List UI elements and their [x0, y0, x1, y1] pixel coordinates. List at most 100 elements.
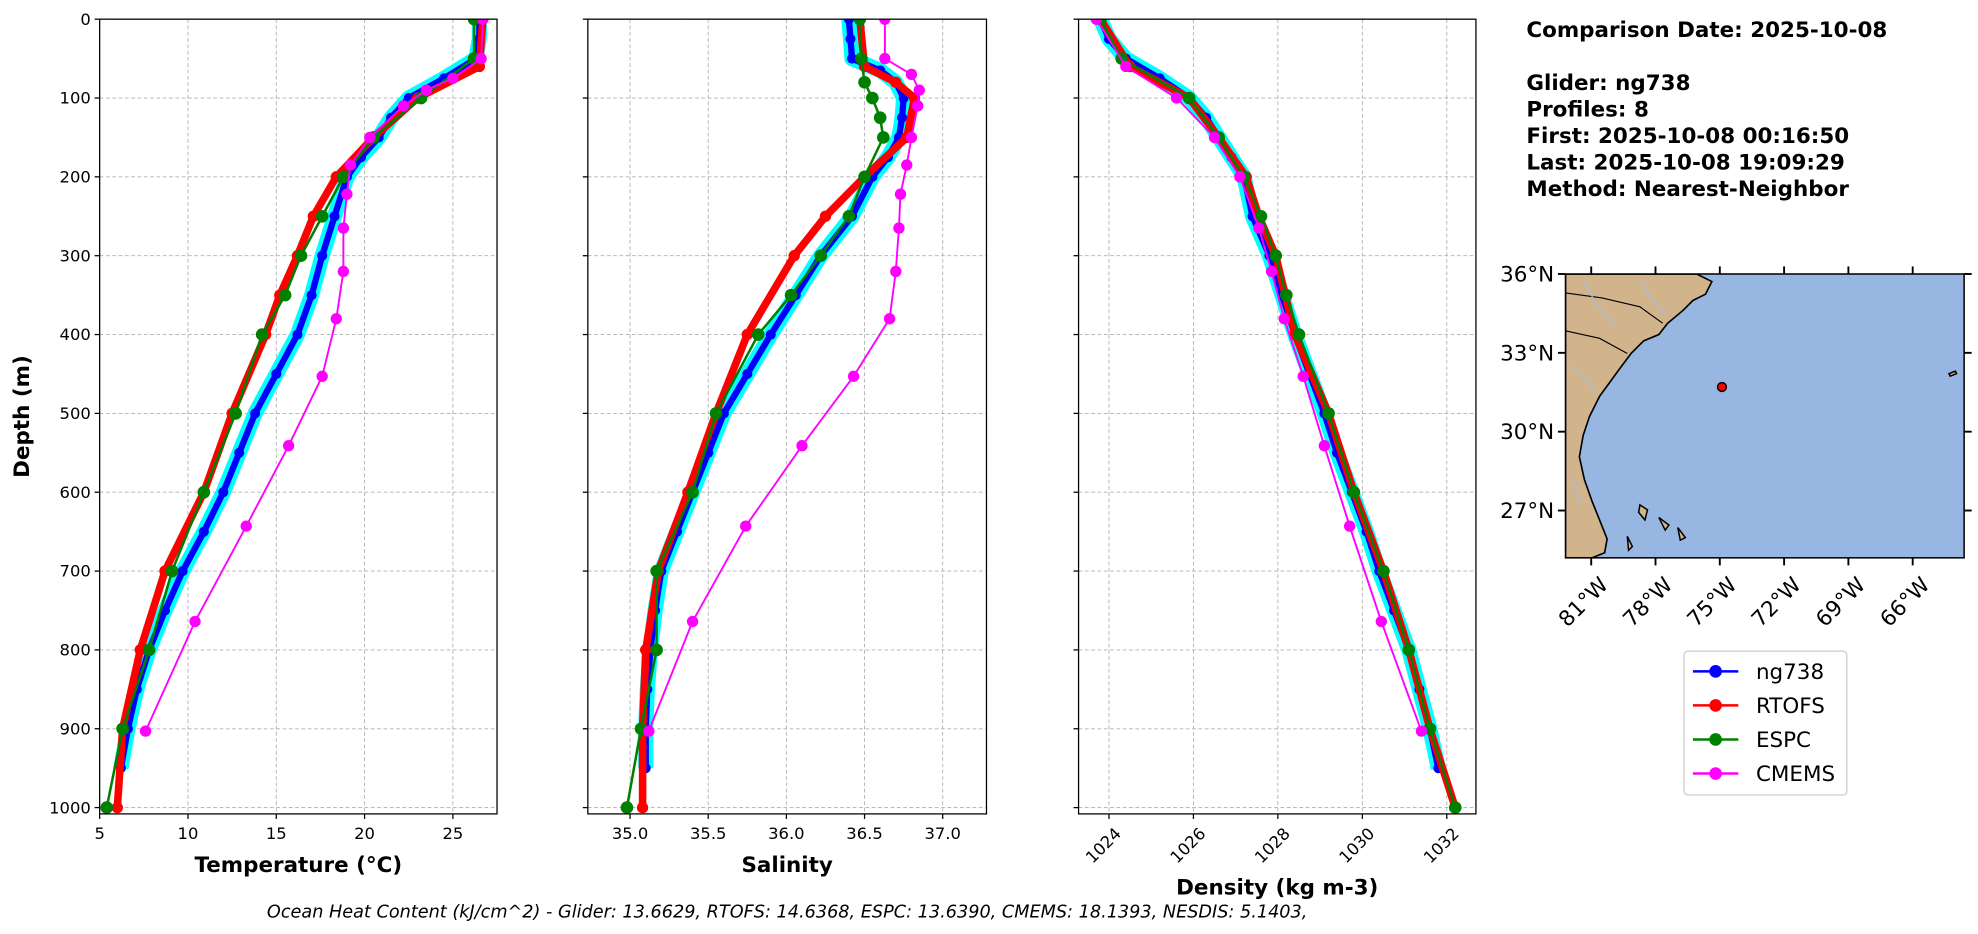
legend-marker [1709, 733, 1722, 746]
profile-marker [329, 211, 340, 222]
y-tick-label: 27°N [1500, 499, 1554, 524]
profile-marker [751, 328, 765, 341]
islands [1626, 370, 1958, 552]
y-tick-label: 0 [80, 10, 90, 29]
profile-marker [330, 313, 342, 325]
profile-marker [1090, 19, 1102, 25]
profile-marker [879, 19, 891, 25]
profile-marker [1448, 801, 1462, 814]
legend-label: ng738 [1756, 660, 1824, 685]
profile-marker [100, 801, 114, 814]
profile-marker [467, 19, 481, 26]
plot-area [620, 19, 925, 814]
x-tick-label: 1026 [1167, 824, 1210, 867]
profile-marker [177, 566, 188, 577]
profile-marker [858, 75, 871, 89]
profile-marker [650, 564, 663, 578]
y-tick-label: 200 [60, 168, 91, 187]
plot-area [1090, 19, 1462, 814]
axes-frame [99, 18, 498, 815]
y-tick-label: 36°N [1500, 263, 1554, 288]
profile-marker [855, 52, 868, 65]
profile-line [144, 19, 484, 732]
profile-marker [890, 76, 902, 88]
info-block: Comparison Date: 2025-10-08 Glider: ng73… [1526, 18, 1887, 202]
legend-marker [1709, 767, 1722, 780]
profile-marker [741, 328, 753, 341]
y-tick-label: 33°N [1500, 341, 1554, 366]
x-tick-label: 25 [442, 824, 463, 843]
x-tick-label: 66°W [1876, 573, 1936, 633]
profile-marker [873, 111, 887, 125]
legend-label: ESPC [1756, 728, 1811, 753]
profile-marker [337, 265, 350, 278]
profile-marker [397, 100, 410, 112]
profile-marker [740, 520, 752, 532]
profile-marker [866, 91, 879, 105]
profile-marker [912, 100, 924, 112]
profile-marker [853, 19, 867, 26]
profile-line [1097, 19, 1442, 769]
axes-frame [1077, 18, 1477, 815]
x-tick-label: 69°W [1811, 573, 1871, 633]
profile-marker [742, 368, 753, 380]
profile-marker [1297, 370, 1309, 383]
x-tick-label: 35.0 [612, 824, 648, 843]
profile-line [117, 19, 483, 769]
profile-marker [1280, 288, 1293, 302]
x-axis-label: Density (kg m-3) [1176, 876, 1378, 901]
info-line: First: 2025-10-08 00:16:50 [1526, 124, 1849, 149]
profile-marker [1278, 313, 1290, 325]
profile-marker [142, 643, 156, 657]
profile-marker [643, 725, 655, 737]
profile-marker [229, 407, 242, 420]
y-tick-label: 30°N [1500, 420, 1554, 445]
legend-marker [1709, 665, 1722, 678]
profile-marker [250, 408, 261, 419]
profile-marker [292, 329, 303, 340]
legend-label: RTOFS [1756, 694, 1825, 719]
profile-marker [1347, 485, 1361, 499]
profile-line [1095, 19, 1423, 732]
y-tick-label: 300 [60, 246, 91, 265]
profile-marker [1120, 60, 1132, 73]
glider-location [1716, 381, 1728, 393]
state-border [1565, 292, 1663, 354]
info-line: Comparison Date: 2025-10-08 [1526, 18, 1887, 43]
x-tick-label: 1032 [1420, 824, 1463, 867]
profile-marker [913, 84, 925, 96]
legend-marker [1709, 699, 1722, 712]
profile-marker [341, 188, 353, 200]
profile-marker [879, 52, 891, 65]
profile-marker [901, 159, 913, 171]
profile-marker [111, 801, 123, 814]
profile-marker [307, 210, 320, 222]
profile-marker [845, 33, 856, 44]
x-tick-label: 1028 [1251, 824, 1294, 867]
x-tick-label: 36.5 [846, 824, 882, 843]
info-line: Profiles: 8 [1526, 97, 1649, 122]
profile-marker [894, 188, 907, 200]
x-axis-label: Salinity [741, 853, 832, 878]
profile-line [647, 19, 921, 732]
profile-marker [447, 72, 459, 84]
profile-marker [198, 526, 209, 537]
profile-marker [636, 801, 649, 814]
map-frame [1564, 273, 1965, 559]
y-tick-label: 500 [60, 404, 91, 423]
profile-marker [1170, 92, 1183, 104]
profile-marker [640, 644, 652, 656]
x-tick-label: 35.5 [690, 824, 726, 843]
river [1570, 279, 1666, 505]
y-tick-label: 600 [60, 483, 91, 502]
profile-marker [1343, 520, 1356, 532]
profile-marker [1402, 643, 1416, 657]
x-tick-label: 37.0 [924, 824, 960, 843]
profile-marker [316, 370, 328, 383]
profile-marker [234, 447, 245, 458]
profile-marker [306, 290, 317, 301]
profile-marker [843, 19, 854, 25]
profile-band [113, 19, 487, 770]
profile-marker [1375, 615, 1388, 628]
